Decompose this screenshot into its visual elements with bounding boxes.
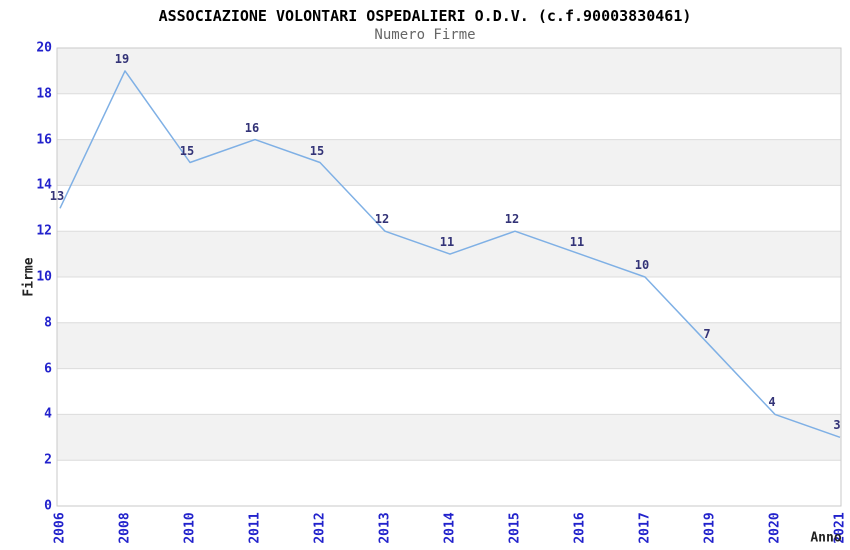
plot-band: [57, 277, 841, 323]
data-line: [59, 70, 841, 439]
y-axis-title: Firme: [21, 257, 37, 297]
plot-band: [57, 460, 841, 506]
plot-band: [57, 139, 841, 186]
plot-band: [57, 322, 841, 369]
x-axis-title: Anno: [810, 530, 842, 546]
plot-border: [56, 47, 842, 507]
chart-subtitle: Numero Firme: [374, 27, 476, 43]
plot-band: [57, 185, 841, 232]
plot-band: [57, 48, 841, 94]
plot-band: [57, 93, 841, 140]
plot-band: [57, 414, 841, 461]
plot-band: [57, 368, 841, 415]
chart-title: ASSOCIAZIONE VOLONTARI OSPEDALIERI O.D.V…: [158, 7, 692, 25]
